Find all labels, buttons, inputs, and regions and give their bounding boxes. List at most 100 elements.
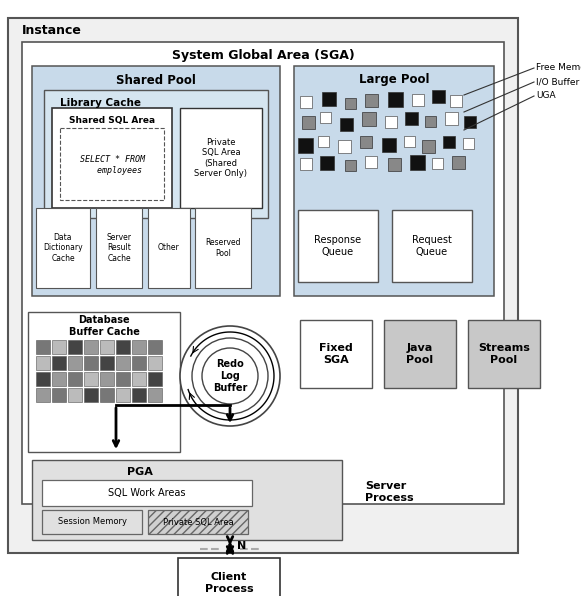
Text: Private
SQL Area
(Shared
Server Only): Private SQL Area (Shared Server Only) (195, 138, 248, 178)
Bar (318, 136, 329, 147)
Bar (52, 356, 66, 370)
Text: Free Memory: Free Memory (536, 64, 581, 73)
Bar (132, 356, 146, 370)
Bar (345, 160, 356, 171)
Bar (42, 480, 252, 506)
Bar (463, 138, 474, 149)
Bar (36, 340, 50, 354)
Bar (362, 112, 376, 126)
Bar (385, 116, 397, 128)
Bar (100, 340, 114, 354)
Bar (44, 90, 268, 218)
Bar (8, 18, 518, 553)
Bar (195, 208, 251, 288)
Bar (84, 372, 98, 386)
Text: UGA: UGA (536, 92, 555, 101)
Bar (445, 112, 458, 125)
Bar (365, 94, 378, 107)
Bar (404, 136, 415, 147)
Bar (443, 136, 455, 148)
Text: PGA: PGA (127, 467, 153, 477)
Text: Reserved
Pool: Reserved Pool (205, 238, 241, 257)
Bar (412, 94, 424, 106)
Bar (116, 388, 130, 402)
Bar (36, 208, 90, 288)
Bar (425, 116, 436, 127)
Bar (52, 372, 66, 386)
Bar (68, 372, 82, 386)
Circle shape (202, 348, 258, 404)
Circle shape (192, 338, 268, 414)
Bar (36, 388, 50, 402)
Text: Shared Pool: Shared Pool (116, 73, 196, 86)
Text: N: N (237, 541, 246, 551)
Text: Response
Queue: Response Queue (314, 235, 361, 257)
Bar (36, 372, 50, 386)
Bar (432, 90, 445, 103)
Bar (452, 156, 465, 169)
Bar (405, 112, 418, 125)
Bar (388, 92, 403, 107)
Bar (116, 340, 130, 354)
Bar (148, 388, 162, 402)
Bar (392, 210, 472, 282)
Bar (32, 460, 342, 540)
Bar (338, 140, 351, 153)
Bar (84, 340, 98, 354)
Text: Server
Result
Cache: Server Result Cache (106, 233, 131, 263)
Bar (148, 356, 162, 370)
Bar (410, 155, 425, 170)
Bar (180, 108, 262, 208)
Bar (42, 510, 142, 534)
Text: Shared SQL Area: Shared SQL Area (69, 116, 155, 125)
Bar (360, 136, 372, 148)
Bar (22, 42, 504, 504)
Bar (52, 340, 66, 354)
Bar (68, 356, 82, 370)
Bar (84, 356, 98, 370)
Bar (148, 372, 162, 386)
Bar (32, 66, 280, 296)
Text: SELECT * FROM
   employees: SELECT * FROM employees (80, 156, 145, 175)
Bar (28, 312, 180, 452)
Bar (100, 372, 114, 386)
Bar (302, 116, 315, 129)
Bar (468, 320, 540, 388)
Text: Server
Process: Server Process (365, 481, 414, 503)
Bar (148, 510, 248, 534)
Bar (382, 138, 396, 152)
Bar (422, 140, 435, 153)
Bar (178, 558, 280, 596)
Bar (52, 108, 172, 208)
Text: System Global Area (SGA): System Global Area (SGA) (171, 49, 354, 63)
Text: Java
Pool: Java Pool (407, 343, 433, 365)
Text: Large Pool: Large Pool (358, 73, 429, 86)
Bar (298, 138, 313, 153)
Text: Instance: Instance (22, 23, 82, 36)
Bar (464, 116, 476, 128)
Bar (322, 92, 336, 106)
Text: Data
Dictionary
Cache: Data Dictionary Cache (43, 233, 83, 263)
Circle shape (180, 326, 280, 426)
Text: Redo
Log
Buffer: Redo Log Buffer (213, 359, 247, 393)
Text: Library Cache: Library Cache (60, 98, 141, 108)
Bar (84, 388, 98, 402)
Bar (340, 118, 353, 131)
Text: Streams
Pool: Streams Pool (478, 343, 530, 365)
Text: Other: Other (158, 244, 180, 253)
Bar (294, 66, 494, 296)
Bar (100, 356, 114, 370)
Bar (365, 156, 377, 168)
Bar (60, 128, 164, 200)
Bar (298, 210, 378, 282)
Bar (36, 356, 50, 370)
Bar (388, 158, 401, 171)
Text: Database
Buffer Cache: Database Buffer Cache (69, 315, 139, 337)
Bar (116, 356, 130, 370)
Bar (320, 156, 334, 170)
Bar (384, 320, 456, 388)
Bar (345, 98, 356, 109)
Text: Session Memory: Session Memory (58, 517, 127, 526)
Text: Fixed
SGA: Fixed SGA (319, 343, 353, 365)
Text: I/O Buffer Area: I/O Buffer Area (536, 77, 581, 86)
